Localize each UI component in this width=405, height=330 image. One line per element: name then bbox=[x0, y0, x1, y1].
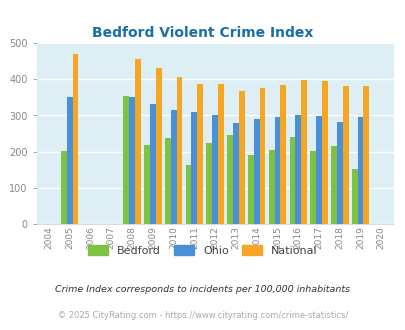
Text: Bedford Violent Crime Index: Bedford Violent Crime Index bbox=[92, 26, 313, 40]
Bar bbox=[227, 135, 232, 224]
Bar bbox=[176, 77, 182, 224]
Bar bbox=[156, 68, 161, 224]
Bar bbox=[330, 146, 336, 224]
Bar bbox=[123, 96, 129, 224]
Bar bbox=[357, 117, 362, 224]
Bar bbox=[247, 155, 253, 224]
Bar bbox=[309, 151, 315, 224]
Bar bbox=[135, 59, 141, 224]
Legend: Bedford, Ohio, National: Bedford, Ohio, National bbox=[83, 241, 322, 260]
Bar bbox=[185, 165, 191, 224]
Bar bbox=[280, 85, 286, 224]
Bar bbox=[217, 84, 223, 224]
Bar bbox=[294, 115, 301, 224]
Text: © 2025 CityRating.com - https://www.cityrating.com/crime-statistics/: © 2025 CityRating.com - https://www.city… bbox=[58, 312, 347, 320]
Bar bbox=[72, 54, 78, 224]
Bar bbox=[149, 104, 156, 224]
Bar bbox=[362, 86, 369, 224]
Bar bbox=[253, 119, 259, 224]
Bar bbox=[321, 82, 327, 224]
Bar bbox=[206, 144, 212, 224]
Bar bbox=[232, 123, 238, 224]
Bar bbox=[129, 97, 135, 224]
Bar bbox=[342, 86, 347, 224]
Bar bbox=[289, 137, 294, 224]
Bar bbox=[164, 138, 171, 224]
Text: Crime Index corresponds to incidents per 100,000 inhabitants: Crime Index corresponds to incidents per… bbox=[55, 285, 350, 294]
Bar bbox=[268, 149, 274, 224]
Bar bbox=[171, 110, 176, 224]
Bar bbox=[351, 169, 357, 224]
Bar bbox=[336, 122, 342, 224]
Bar bbox=[315, 116, 321, 224]
Bar bbox=[212, 115, 217, 224]
Bar bbox=[259, 88, 265, 224]
Bar bbox=[301, 80, 306, 224]
Bar bbox=[197, 84, 202, 224]
Bar bbox=[238, 91, 244, 224]
Bar bbox=[274, 117, 280, 224]
Bar bbox=[191, 112, 197, 224]
Bar bbox=[144, 145, 149, 224]
Bar bbox=[67, 97, 72, 224]
Bar bbox=[61, 151, 67, 224]
